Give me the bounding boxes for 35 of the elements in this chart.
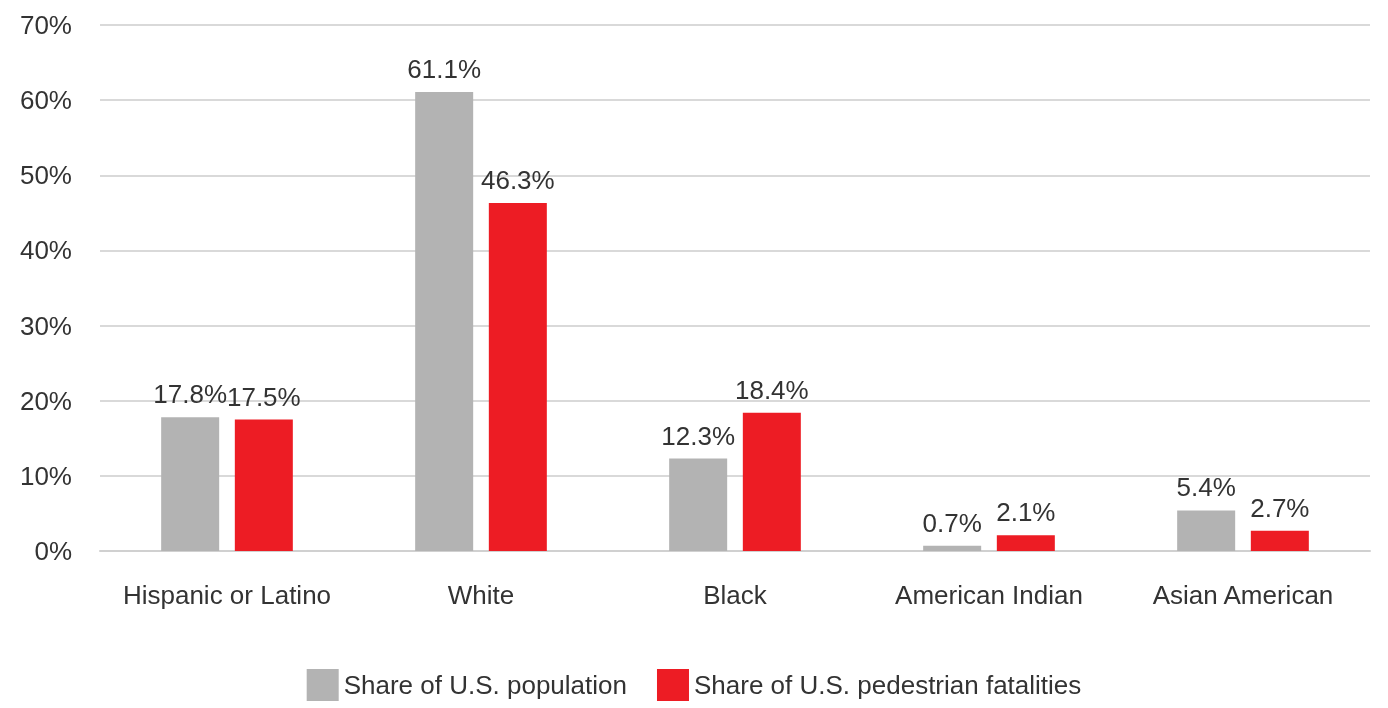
data-label: 12.3% (661, 420, 736, 451)
bar (1250, 530, 1309, 551)
data-label: 0.7% (922, 507, 982, 538)
x-tick-label: Asian American (1152, 580, 1334, 610)
legend-label: Share of U.S. pedestrian fatalities (693, 670, 1082, 700)
bar (415, 91, 474, 551)
y-tick-label: 70% (19, 10, 72, 40)
y-tick-label: 10% (19, 460, 72, 491)
bar (488, 203, 547, 551)
x-tick-label: White (447, 580, 515, 610)
bar (161, 417, 220, 551)
y-tick-label: 0% (34, 536, 72, 566)
data-label: 2.7% (1250, 492, 1310, 523)
data-label: 17.8% (153, 379, 228, 410)
data-label: 61.1% (407, 53, 482, 84)
y-tick-label: 40% (19, 235, 72, 266)
bar (996, 535, 1055, 551)
legend-label: Share of U.S. population (343, 670, 627, 700)
x-tick-label: Black (703, 580, 768, 610)
bar (1177, 510, 1236, 551)
data-label: 17.5% (226, 381, 301, 412)
y-tick-label: 60% (19, 85, 72, 116)
data-label: 18.4% (734, 374, 809, 405)
y-tick-label: 20% (19, 385, 72, 416)
bar (742, 412, 801, 551)
y-tick-label: 50% (19, 160, 72, 191)
data-label: 2.1% (996, 497, 1056, 528)
x-tick-label: American Indian (895, 580, 1083, 610)
bar (669, 458, 728, 551)
bar (923, 545, 982, 551)
y-tick-label: 30% (19, 310, 72, 341)
data-label: 5.4% (1176, 472, 1236, 503)
bar (234, 419, 293, 551)
x-tick-label: Hispanic or Latino (122, 580, 332, 610)
data-label: 46.3% (480, 165, 555, 196)
